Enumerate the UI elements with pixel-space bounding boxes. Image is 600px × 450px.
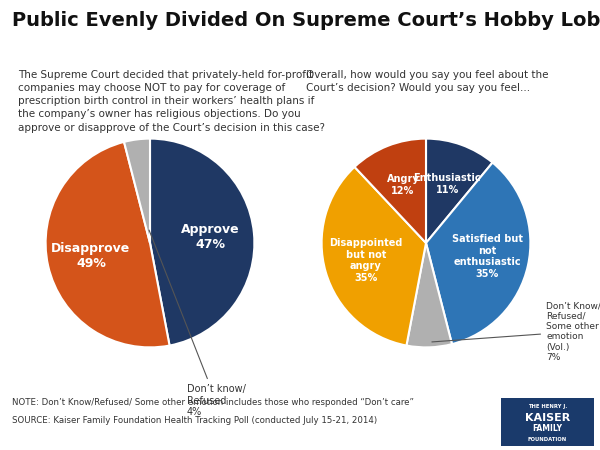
Text: Disappointed
but not
angry
35%: Disappointed but not angry 35%	[329, 238, 403, 283]
Wedge shape	[124, 139, 150, 243]
Text: FOUNDATION: FOUNDATION	[528, 437, 567, 442]
Text: Disapprove
49%: Disapprove 49%	[51, 242, 131, 270]
Wedge shape	[426, 139, 493, 243]
Text: Angry
12%: Angry 12%	[386, 174, 419, 196]
Text: Public Evenly Divided On Supreme Court’s Hobby Lobby Decision: Public Evenly Divided On Supreme Court’s…	[12, 11, 600, 30]
Text: Overall, how would you say you feel about the
Court’s decision? Would you say yo: Overall, how would you say you feel abou…	[306, 70, 548, 93]
Text: SOURCE: Kaiser Family Foundation Health Tracking Poll (conducted July 15-21, 201: SOURCE: Kaiser Family Foundation Health …	[12, 416, 377, 425]
Wedge shape	[150, 139, 254, 346]
Text: Don’t know/
Refused
4%: Don’t know/ Refused 4%	[149, 230, 245, 417]
Wedge shape	[355, 139, 426, 243]
Wedge shape	[406, 243, 452, 347]
Wedge shape	[46, 142, 170, 347]
Text: Satisfied but
not
enthusiastic
35%: Satisfied but not enthusiastic 35%	[452, 234, 523, 279]
Text: NOTE: Don’t Know/Refused/ Some other emotion includes those who responded “Don’t: NOTE: Don’t Know/Refused/ Some other emo…	[12, 398, 414, 407]
Text: FAMILY: FAMILY	[533, 424, 563, 433]
Text: KAISER: KAISER	[525, 413, 570, 423]
Wedge shape	[322, 167, 426, 346]
Text: THE HENRY J.: THE HENRY J.	[528, 404, 567, 409]
Text: Approve
47%: Approve 47%	[181, 223, 239, 251]
Text: Enthusiastic
11%: Enthusiastic 11%	[413, 173, 481, 195]
Wedge shape	[426, 162, 530, 344]
Text: Don’t Know/
Refused/
Some other
emotion
(Vol.)
7%: Don’t Know/ Refused/ Some other emotion …	[432, 301, 600, 362]
Text: The Supreme Court decided that privately-held for-profit
companies may choose NO: The Supreme Court decided that privately…	[18, 70, 325, 133]
